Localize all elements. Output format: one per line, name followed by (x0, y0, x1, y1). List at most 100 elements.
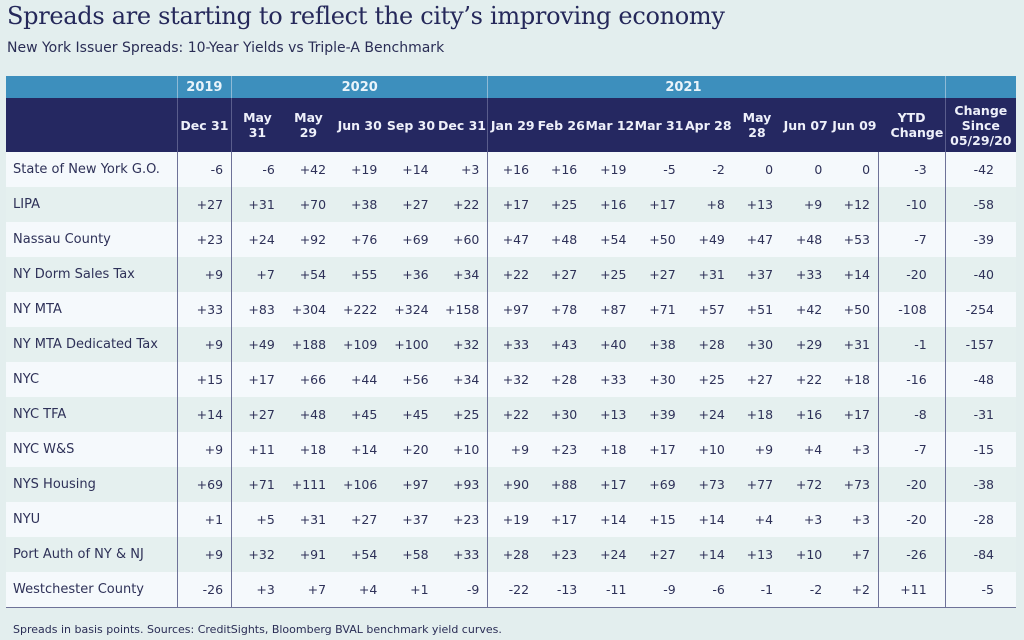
spread-cell: +24 (231, 222, 283, 257)
spread-cell: +19 (487, 502, 538, 537)
spread-cell: -10 (878, 187, 946, 222)
spread-cell: -15 (944, 432, 1016, 467)
issuer-name: State of New York G.O. (6, 152, 178, 187)
spread-cell: +17 (487, 187, 538, 222)
spread-cell: +4 (781, 432, 831, 467)
spread-cell: +18 (585, 432, 635, 467)
spread-cell: +87 (585, 292, 635, 327)
spread-cell: +38 (334, 187, 386, 222)
spread-cell: +3 (830, 432, 879, 467)
spread-cell: +48 (282, 397, 335, 432)
spread-cell: +31 (683, 257, 733, 292)
spread-cell: +9 (176, 327, 232, 362)
issuer-name: Nassau County (6, 222, 178, 257)
spread-cell: +83 (231, 292, 283, 327)
spread-cell: +3 (231, 572, 283, 608)
spread-cell: +69 (385, 222, 437, 257)
column-header-change-since: Change Since 05/29/20 (944, 98, 1016, 152)
spread-cell: +111 (282, 467, 335, 502)
spread-cell: +33 (487, 327, 538, 362)
spread-cell: -2 (781, 572, 831, 608)
table-row: NYC W&S +9 +11 +18 +14 +20 +10 +9 +23 +18 +17 +10 +9… (6, 432, 1016, 467)
spread-cell: +70 (282, 187, 335, 222)
spread-cell: +48 (537, 222, 586, 257)
spread-cell: +15 (176, 362, 232, 397)
spread-cell: +7 (830, 537, 879, 572)
spread-cell: -5 (634, 152, 684, 187)
spread-cell: +30 (732, 327, 782, 362)
spread-cell: +48 (781, 222, 831, 257)
spread-cell: +9 (176, 432, 232, 467)
spread-cell: +11 (878, 572, 946, 608)
spread-cell: +88 (537, 467, 586, 502)
spread-cell: +9 (176, 537, 232, 572)
spread-cell: +27 (385, 187, 437, 222)
spread-cell: +42 (781, 292, 831, 327)
spread-cell: +22 (781, 362, 831, 397)
issuer-name: Westchester County (6, 572, 178, 608)
footnote: Spreads in basis points. Sources: Credit… (13, 623, 502, 636)
spread-cell: +55 (334, 257, 386, 292)
spread-cell: +47 (732, 222, 782, 257)
spread-cell: +5 (231, 502, 283, 537)
page-title: Spreads are starting to reflect the city… (7, 2, 725, 30)
spread-cell: +17 (231, 362, 283, 397)
spread-cell: +7 (231, 257, 283, 292)
spread-cell: +24 (585, 537, 635, 572)
spread-cell: +222 (334, 292, 386, 327)
spread-cell: +22 (487, 397, 538, 432)
spread-cell: +9 (176, 257, 232, 292)
spread-cell: +25 (436, 397, 488, 432)
spread-cell: +45 (385, 397, 437, 432)
spread-cell: +31 (231, 187, 283, 222)
spread-cell: 0 (781, 152, 831, 187)
spread-cell: +14 (683, 537, 733, 572)
spread-cell: +78 (537, 292, 586, 327)
spread-cell: +76 (334, 222, 386, 257)
table-row: LIPA +27 +31 +70 +38 +27 +22 +17 +25 +16 +17 +8 +13 +… (6, 187, 1016, 222)
spread-cell: -108 (878, 292, 946, 327)
spread-cell: +73 (830, 467, 879, 502)
column-header: Jan 29 (487, 98, 538, 152)
spread-cell: +27 (537, 257, 586, 292)
spread-cell: +33 (781, 257, 831, 292)
spread-cell: -31 (944, 397, 1016, 432)
column-header: Jun 09 (830, 98, 879, 152)
spread-cell: +16 (781, 397, 831, 432)
spread-cell: -20 (878, 257, 946, 292)
issuer-name: NYC (6, 362, 178, 397)
column-header: Dec 31 (176, 98, 232, 152)
spread-cell: -254 (944, 292, 1016, 327)
issuer-name: Port Auth of NY & NJ (6, 537, 178, 572)
spread-cell: -26 (878, 537, 946, 572)
table-body: State of New York G.O. -6 -6 +42 +19 +14 +3 +16… (6, 152, 1016, 608)
spread-cell: +3 (781, 502, 831, 537)
spread-cell: +38 (634, 327, 684, 362)
spread-cell: +19 (585, 152, 635, 187)
spread-cell: +23 (537, 537, 586, 572)
spread-cell: +28 (537, 362, 586, 397)
spread-cell: +13 (732, 187, 782, 222)
column-header: Feb 26 (537, 98, 586, 152)
spread-cell: +37 (385, 502, 437, 537)
spread-cell: +54 (282, 257, 335, 292)
table-row: Port Auth of NY & NJ +9 +32 +91 +54 +58 +33 +28… (6, 537, 1016, 572)
spread-cell: +69 (634, 467, 684, 502)
issuer-name: NYS Housing (6, 467, 178, 502)
spread-cell: +90 (487, 467, 538, 502)
table-row: NY MTA +33 +83 +304 +222 +324 +158 +97 +78 +87 +71… (6, 292, 1016, 327)
spread-cell: -1 (732, 572, 782, 608)
spread-cell: +51 (732, 292, 782, 327)
spread-cell: +53 (830, 222, 879, 257)
spread-cell: +27 (732, 362, 782, 397)
spread-cell: +22 (487, 257, 538, 292)
spread-cell: +23 (537, 432, 586, 467)
spread-cell: -28 (944, 502, 1016, 537)
spread-cell: +12 (830, 187, 879, 222)
spread-cell: -11 (585, 572, 635, 608)
spread-cell: +3 (436, 152, 488, 187)
spread-cell: +14 (385, 152, 437, 187)
spread-cell: +17 (634, 187, 684, 222)
spread-cell: +56 (385, 362, 437, 397)
table-row: NYC +15 +17 +66 +44 +56 +34 +32 +28 +33 +30 +25 +27 +… (6, 362, 1016, 397)
